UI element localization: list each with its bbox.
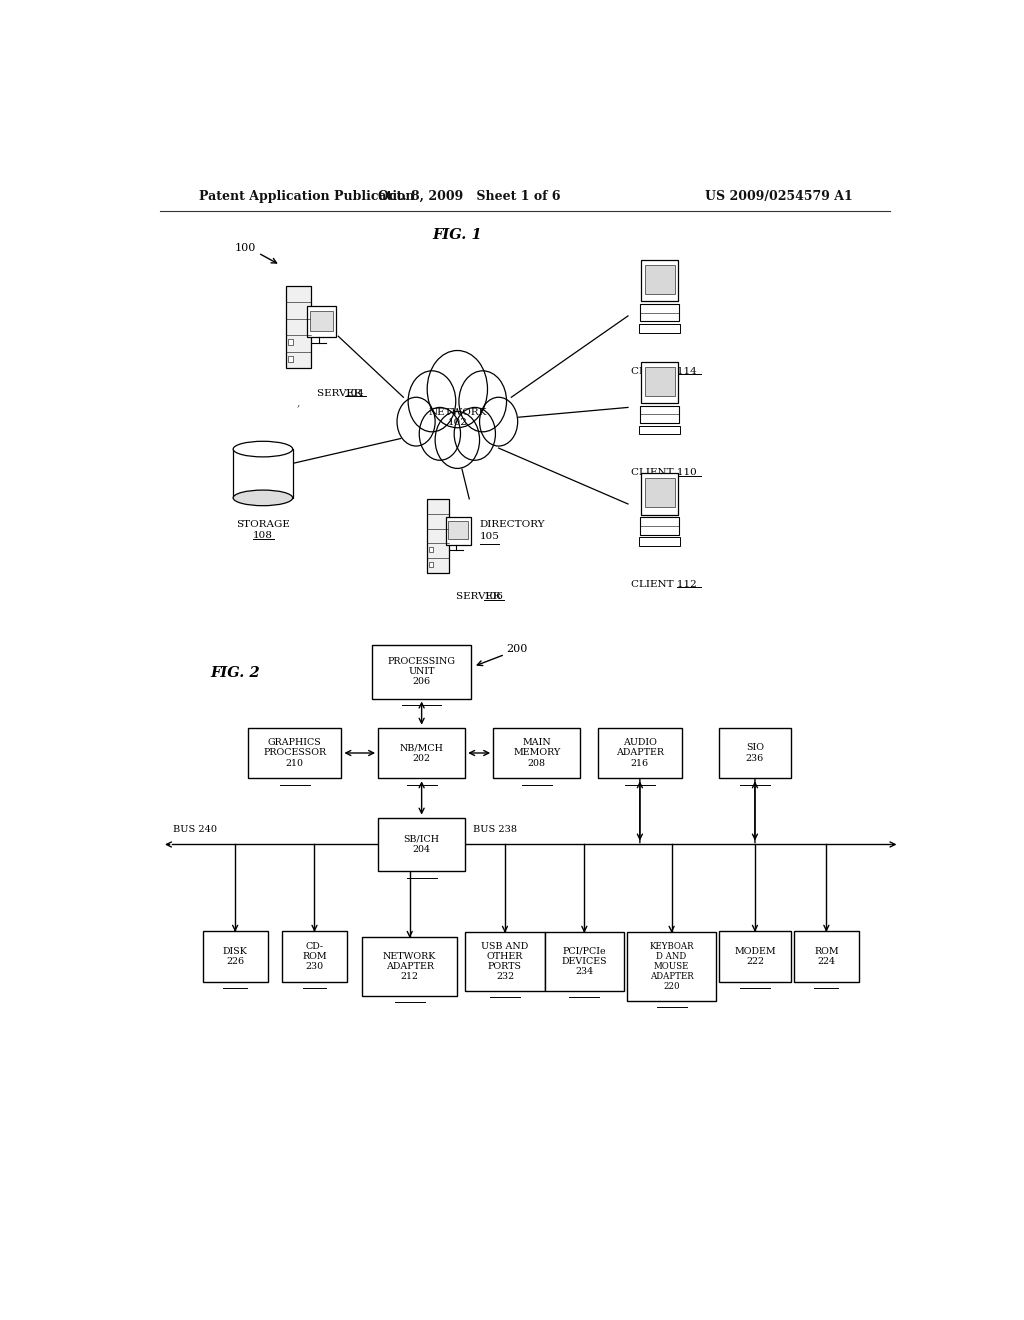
Circle shape (479, 397, 518, 446)
Text: Patent Application Publication: Patent Application Publication (200, 190, 415, 202)
Text: AUDIO
ADAPTER
216: AUDIO ADAPTER 216 (615, 738, 664, 767)
Circle shape (459, 371, 507, 432)
Text: DIRECTORY: DIRECTORY (479, 520, 545, 529)
FancyBboxPatch shape (794, 931, 859, 982)
Text: FIG. 1: FIG. 1 (432, 227, 482, 242)
FancyBboxPatch shape (289, 339, 293, 345)
FancyBboxPatch shape (372, 644, 471, 698)
FancyBboxPatch shape (719, 931, 791, 982)
FancyBboxPatch shape (429, 546, 433, 552)
Text: ,: , (297, 397, 300, 408)
Text: PROCESSING
UNIT
206: PROCESSING UNIT 206 (388, 657, 456, 686)
FancyBboxPatch shape (719, 727, 791, 779)
Text: 108: 108 (253, 532, 272, 540)
Text: BUS 238: BUS 238 (473, 825, 517, 834)
FancyBboxPatch shape (378, 727, 465, 779)
FancyBboxPatch shape (429, 561, 433, 566)
FancyBboxPatch shape (640, 517, 679, 535)
FancyBboxPatch shape (641, 260, 678, 301)
Ellipse shape (233, 441, 293, 457)
FancyBboxPatch shape (465, 932, 545, 991)
FancyBboxPatch shape (645, 265, 675, 294)
Text: US 2009/0254579 A1: US 2009/0254579 A1 (705, 190, 853, 202)
Text: NB/MCH
202: NB/MCH 202 (399, 743, 443, 763)
Text: STORAGE: STORAGE (236, 520, 290, 529)
Text: CLIENT 110: CLIENT 110 (631, 469, 696, 478)
Text: 100: 100 (234, 243, 256, 253)
FancyBboxPatch shape (639, 537, 680, 546)
Text: GRAPHICS
PROCESSOR
210: GRAPHICS PROCESSOR 210 (263, 738, 327, 767)
FancyBboxPatch shape (645, 367, 675, 396)
Text: SB/ICH
204: SB/ICH 204 (403, 836, 439, 854)
Text: FIG. 2: FIG. 2 (210, 665, 260, 680)
FancyBboxPatch shape (282, 931, 347, 982)
Text: SIO
236: SIO 236 (745, 743, 764, 763)
FancyBboxPatch shape (639, 425, 680, 434)
FancyBboxPatch shape (639, 323, 680, 333)
Text: KEYBOAR
D AND
MOUSE
ADAPTER
220: KEYBOAR D AND MOUSE ADAPTER 220 (649, 942, 694, 991)
FancyBboxPatch shape (203, 931, 267, 982)
Text: BUS 240: BUS 240 (173, 825, 217, 834)
FancyBboxPatch shape (248, 727, 341, 779)
Circle shape (419, 408, 461, 461)
Text: MAIN
MEMORY
208: MAIN MEMORY 208 (513, 738, 560, 767)
Text: 200: 200 (506, 644, 527, 655)
Text: CLIENT 114: CLIENT 114 (631, 367, 696, 376)
Text: MODEM
222: MODEM 222 (734, 946, 776, 966)
FancyBboxPatch shape (289, 356, 293, 362)
FancyBboxPatch shape (286, 286, 311, 368)
FancyBboxPatch shape (640, 405, 679, 422)
FancyBboxPatch shape (307, 306, 336, 337)
Text: Oct. 8, 2009   Sheet 1 of 6: Oct. 8, 2009 Sheet 1 of 6 (378, 190, 560, 202)
FancyBboxPatch shape (445, 517, 471, 545)
FancyBboxPatch shape (449, 521, 468, 539)
Ellipse shape (233, 490, 293, 506)
Text: SERVER: SERVER (316, 389, 365, 399)
Text: DISK
226: DISK 226 (222, 946, 248, 966)
Text: PCI/PCIe
DEVICES
234: PCI/PCIe DEVICES 234 (561, 946, 607, 975)
FancyBboxPatch shape (641, 362, 678, 403)
Text: NETWORK
ADAPTER
212: NETWORK ADAPTER 212 (383, 952, 436, 981)
Text: CLIENT 112: CLIENT 112 (631, 581, 696, 589)
Text: CD-
ROM
230: CD- ROM 230 (302, 941, 327, 970)
Text: 104: 104 (345, 389, 365, 399)
FancyBboxPatch shape (310, 310, 333, 331)
Text: ROM
224: ROM 224 (814, 946, 839, 966)
FancyBboxPatch shape (494, 727, 581, 779)
FancyBboxPatch shape (545, 932, 624, 991)
FancyBboxPatch shape (645, 478, 675, 507)
Circle shape (435, 412, 479, 469)
Circle shape (427, 351, 487, 428)
FancyBboxPatch shape (378, 817, 465, 871)
FancyBboxPatch shape (640, 304, 679, 321)
Circle shape (409, 371, 456, 432)
FancyBboxPatch shape (641, 474, 678, 515)
Text: NETWORK
102: NETWORK 102 (428, 408, 486, 428)
Text: USB AND
OTHER
PORTS
232: USB AND OTHER PORTS 232 (481, 941, 528, 981)
FancyBboxPatch shape (627, 932, 716, 1001)
Circle shape (397, 397, 435, 446)
Text: 105: 105 (479, 532, 500, 541)
FancyBboxPatch shape (598, 727, 682, 779)
Text: 106: 106 (483, 593, 504, 602)
FancyBboxPatch shape (233, 449, 293, 498)
Text: SERVER: SERVER (456, 593, 504, 602)
FancyBboxPatch shape (427, 499, 449, 573)
Circle shape (455, 408, 496, 461)
FancyBboxPatch shape (362, 937, 458, 995)
